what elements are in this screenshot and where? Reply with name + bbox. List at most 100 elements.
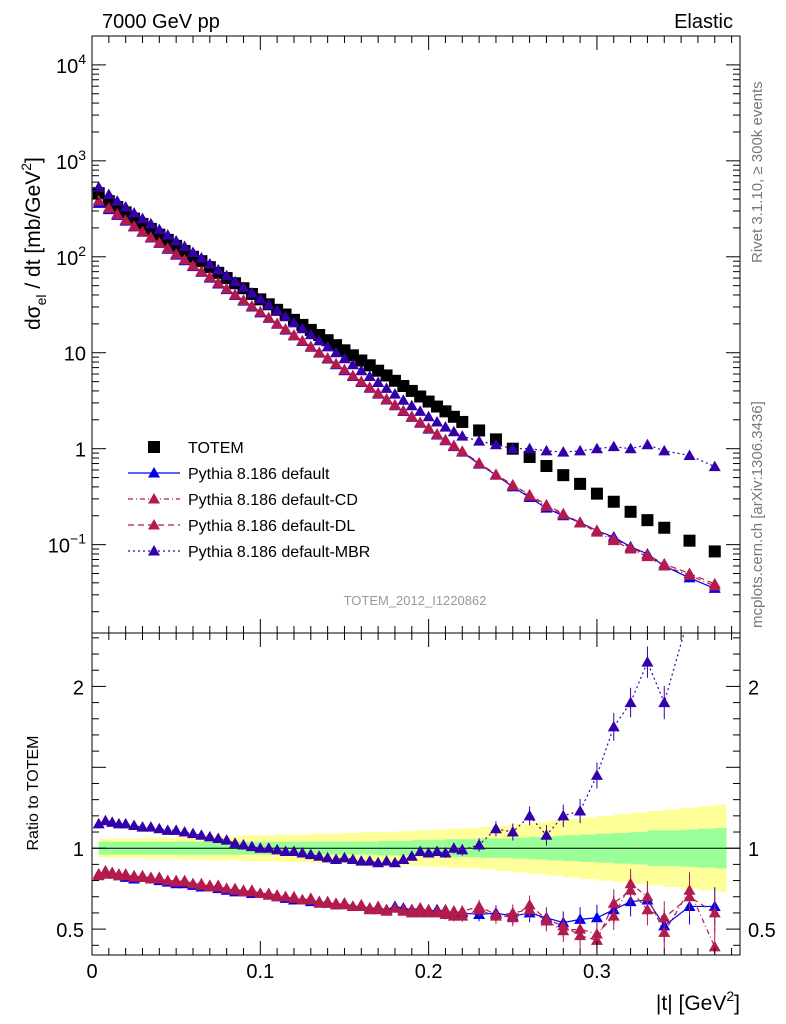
ratio-point-2 [624,884,637,895]
main-point-4 [574,444,587,456]
main-point-4 [641,438,654,450]
totem-point [708,545,721,558]
totem-point [590,487,603,500]
ratio-point-3 [237,838,250,850]
main-point-4 [338,352,351,364]
main-point-3 [304,340,317,352]
main-point-3 [144,231,157,242]
totem-point [683,534,696,547]
main-point-3 [237,294,250,305]
ratio-point-2 [658,911,671,923]
main-point-4 [136,212,149,224]
ratio-point-3 [92,817,105,829]
legend-label: Pythia 8.186 default [188,466,330,483]
main-point-4 [313,334,326,346]
legend-marker-totem [148,441,160,453]
main-point-4 [489,438,502,450]
ratio-point-2 [372,900,385,911]
legend-marker-3 [148,519,160,530]
ratio-point-3 [313,850,326,861]
header-left: 7000 GeV pp [102,11,220,33]
main-point-3 [254,305,267,317]
totem-point [658,521,671,534]
totem-point [607,495,620,508]
main-y-label: dσel / dt [mb/GeV2] [18,157,49,330]
main-point-4 [161,229,174,240]
main-point-4 [683,449,696,460]
main-point-4 [355,364,368,376]
ratio-point-3 [220,834,233,845]
ratio-point-3 [540,829,553,840]
ratio-point-3 [178,826,191,837]
main-point-3 [102,202,115,213]
ratio-point-2 [262,887,275,899]
mcplots-label: mcplots.cern.ch [arXiv:1306.3436] [749,401,766,628]
totem-point [473,424,486,437]
main-point-4 [178,240,191,252]
main-point-3 [540,498,553,510]
main-point-3 [506,478,519,490]
main-point-3 [447,439,460,450]
ratio-point-2 [388,902,401,913]
main-point-3 [136,225,149,237]
ratio-point-2 [212,879,225,890]
ratio-point-2 [161,874,174,886]
main-point-3 [363,381,376,392]
main-point-4 [540,444,553,456]
ratio-point-3 [245,840,258,852]
totem-point [456,415,469,428]
legend-label: Pythia 8.186 default-DL [188,518,355,535]
main-point-4 [372,376,385,387]
x-tick-label: 0.1 [246,961,274,983]
ratio-point-3 [355,855,368,866]
main-point-4 [195,252,208,263]
ratio-point-2 [574,929,587,941]
main-point-4 [439,421,452,432]
main-point-4 [557,446,570,457]
ratio-point-3 [271,843,284,855]
ratio-point-3 [144,821,157,832]
ratio-point-3 [405,850,418,861]
main-y-tick-label: 104 [56,51,86,78]
ratio-point-3 [128,819,141,831]
ratio-point-3 [641,656,654,667]
ratio-point-3 [287,845,300,856]
main-point-3 [170,247,183,259]
legend-label: Pythia 8.186 default-MBR [188,544,370,561]
ratio-point-3 [607,720,620,732]
ratio-point-3 [346,853,359,865]
main-point-3 [355,375,368,386]
main-point-3 [313,346,326,357]
ratio-point-2 [523,898,536,910]
ratio-point-2 [254,887,267,899]
main-point-3 [195,265,208,276]
main-point-4 [506,442,519,454]
main-point-4 [422,410,435,422]
ratio-point-2 [456,905,469,916]
ratio-point-2 [708,906,721,918]
ratio-y-tick-label-right: 1 [748,839,759,861]
ratio-point-2 [287,890,300,902]
main-point-4 [271,304,284,316]
ratio-point-2 [106,866,119,877]
ratio-point-3 [473,838,486,850]
main-point-3 [557,507,570,519]
ratio-point-3 [212,832,225,843]
ratio-point-2 [447,910,460,921]
ratio-point-2 [229,882,242,894]
ratio-y-tick-label-right: 0.5 [748,920,776,942]
ratio-point-2 [355,898,368,910]
totem-point [523,450,536,463]
main-point-3 [422,422,435,433]
ratio-point-2 [439,903,452,915]
main-point-3 [473,456,486,468]
main-point-3 [203,271,216,282]
ratio-point-3 [709,599,721,610]
ratio-frame [91,632,741,956]
main-point-3 [338,363,351,375]
ratio-point-3 [279,845,292,856]
ratio-point-3 [254,842,267,853]
main-point-3 [439,433,452,445]
main-point-4 [397,394,410,405]
main-point-3 [346,369,359,381]
